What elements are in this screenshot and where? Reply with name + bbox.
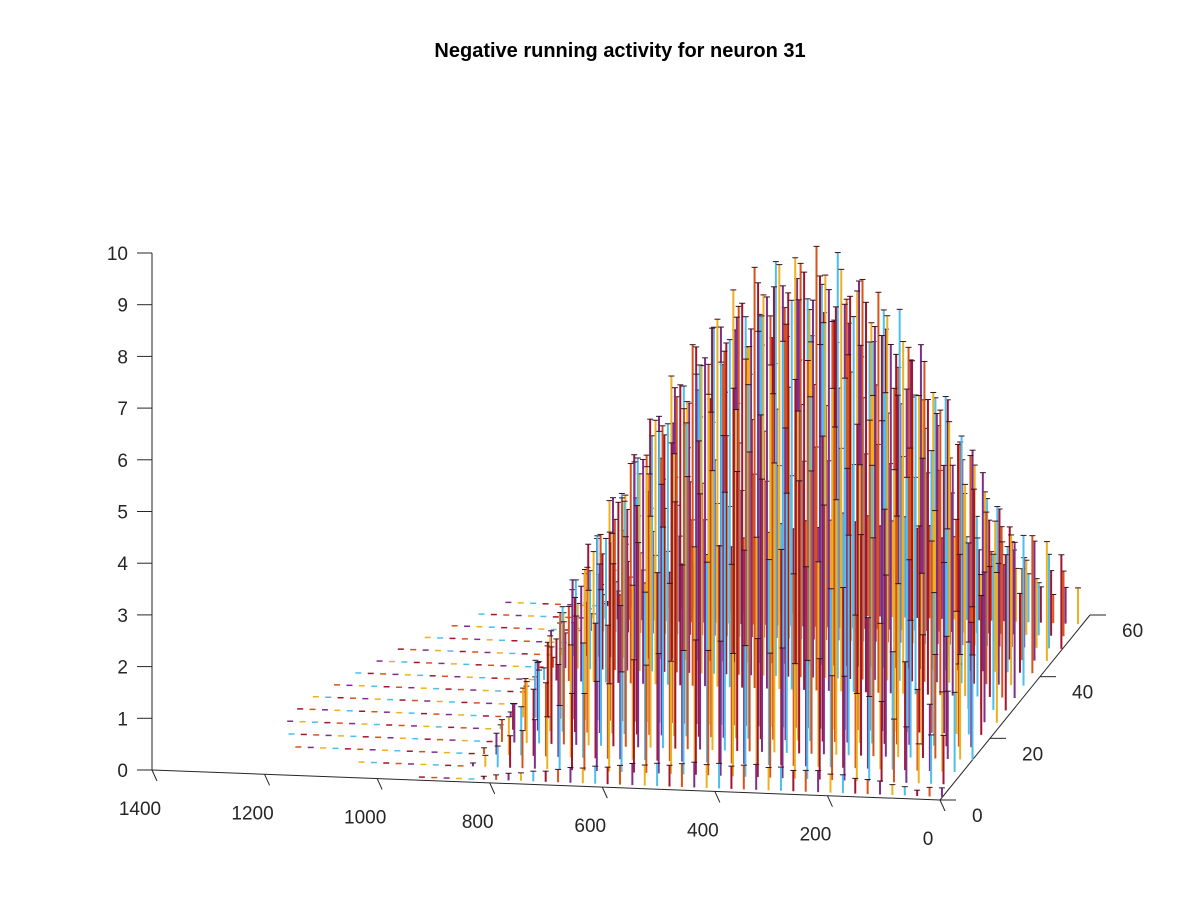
x-axis-line xyxy=(151,769,941,801)
z-tick-label: 8 xyxy=(117,347,128,368)
stems-group xyxy=(287,245,1081,797)
x-tick xyxy=(826,795,833,807)
z-tick-label: 4 xyxy=(117,554,128,575)
x-tick-label: 1400 xyxy=(119,799,161,820)
z-tick-label: 0 xyxy=(117,761,128,782)
x-tick-label: 600 xyxy=(574,816,606,837)
chart-title: Negative running activity for neuron 31 xyxy=(434,40,806,62)
x-tick xyxy=(489,782,496,795)
y-tick-label: 20 xyxy=(1022,744,1043,765)
y-tick-label: 60 xyxy=(1122,621,1143,642)
z-tick-label: 3 xyxy=(117,606,128,627)
x-tick-label: 1000 xyxy=(344,808,386,829)
x-tick xyxy=(939,799,946,812)
y-axis-line xyxy=(939,614,1091,801)
x-tick-label: 0 xyxy=(923,829,934,850)
x-tick xyxy=(264,774,271,786)
y-tick-label: 40 xyxy=(1072,683,1093,704)
x-tick xyxy=(151,769,158,782)
x-tick-label: 1200 xyxy=(231,803,273,824)
axes xyxy=(137,252,1106,812)
x-tick xyxy=(601,786,608,799)
x-tick-label: 200 xyxy=(800,825,832,846)
z-tick-label: 2 xyxy=(117,658,128,679)
x-tick xyxy=(376,778,383,790)
z-tick-label: 1 xyxy=(117,709,128,730)
z-tick-label: 10 xyxy=(107,244,128,265)
z-tick-label: 7 xyxy=(117,399,128,420)
x-tick-label: 400 xyxy=(687,820,719,841)
x-tick xyxy=(714,791,721,803)
z-tick-label: 5 xyxy=(117,503,128,524)
y-tick-label: 0 xyxy=(972,806,983,827)
x-tick-label: 800 xyxy=(462,812,494,833)
z-tick-label: 9 xyxy=(117,296,128,317)
z-tick-label: 6 xyxy=(117,451,128,472)
